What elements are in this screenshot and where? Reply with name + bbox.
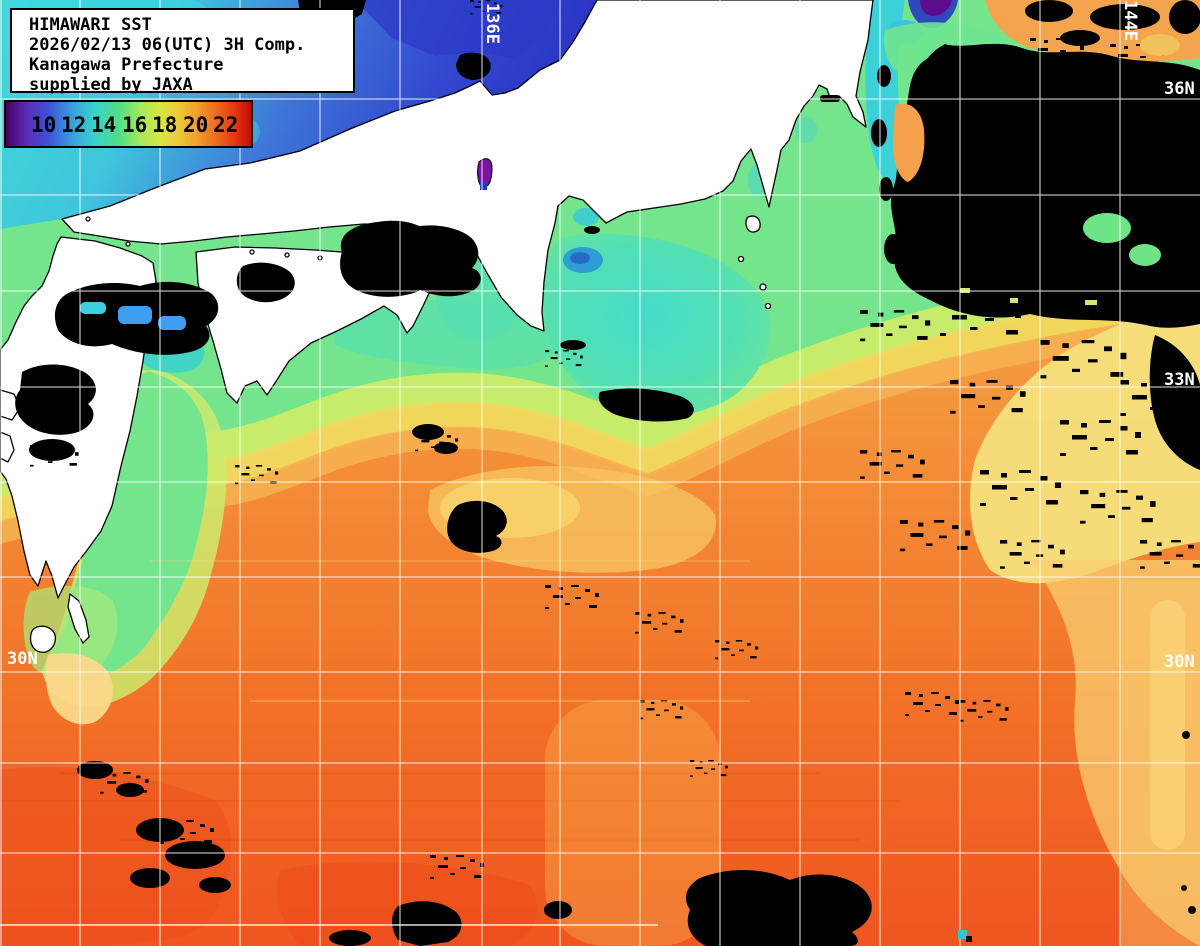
colorbar-tick: 18: [152, 113, 178, 137]
colorbar-tick: 22: [213, 113, 239, 137]
gridlabel-lat-33n: 33N: [1164, 370, 1195, 390]
gridlabel-lat-30n-left: 30N: [7, 649, 38, 669]
gridlabel-lon-144e: 144E: [1120, 0, 1140, 41]
cloud-hole-patches: [80, 34, 1180, 330]
colorbar-tick: 12: [61, 113, 87, 137]
cloud-seto-2: [397, 225, 481, 297]
gridlabel-lat-30n-right: 30N: [1164, 652, 1195, 672]
gridlabel-lat-36n: 36N: [1164, 79, 1195, 99]
land-honshu: [61, 0, 874, 332]
kyushu-cool-tongue: [23, 370, 227, 707]
lake-biwa: [477, 158, 493, 190]
bottom-warm-details: [0, 653, 900, 946]
cloud-bottom-center: [685, 869, 872, 946]
title-attribution: supplied by JAXA: [29, 75, 193, 95]
land-izu-oshima: [745, 215, 761, 233]
colorbar-tick: 10: [31, 113, 57, 137]
colorbar-tick: 16: [122, 113, 148, 137]
title-box: HIMAWARI SST 2026/02/13 06(UTC) 3H Comp.…: [10, 8, 355, 95]
title-datetime: 2026/02/13 06(UTC) 3H Comp.: [29, 35, 306, 55]
cold-speck: [958, 930, 972, 942]
colorbar-tick: 14: [91, 113, 117, 137]
title-region: Kanagawa Prefecture: [29, 55, 224, 75]
title-product: HIMAWARI SST: [29, 15, 152, 35]
scan-artifacts: [0, 560, 750, 926]
gridlabel-lon-136e: 136E: [482, 3, 502, 44]
colorbar-legend: 10 12 14 16 18 20 22: [4, 100, 253, 148]
colorbar-tick: 20: [183, 113, 209, 137]
land-yakushima: [29, 625, 57, 653]
cloud-nw-kyushu: [15, 364, 96, 435]
cloud-northeast-mass: [891, 43, 1200, 328]
